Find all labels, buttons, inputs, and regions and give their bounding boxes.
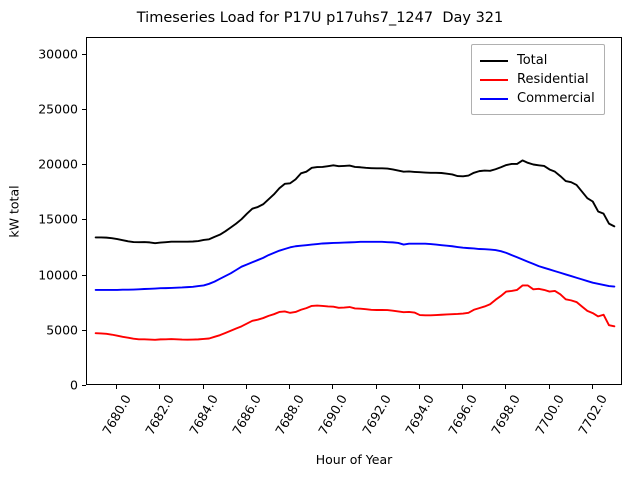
y-tick-mark (82, 219, 86, 221)
x-tick-label: 7686.0 (229, 392, 264, 438)
chart-title: Timeseries Load for P17U p17uhs7_1247 Da… (136, 10, 504, 26)
y-tick-mark (82, 385, 86, 386)
legend-item: Commercial (480, 89, 595, 108)
x-tick-mark (245, 385, 247, 389)
y-tick-mark (82, 53, 86, 55)
x-tick-mark (375, 385, 377, 389)
y-tick-label: 20000 (38, 156, 78, 172)
x-tick-mark (289, 385, 291, 389)
x-tick-mark (591, 385, 593, 389)
legend-item: Residential (480, 70, 595, 89)
chart-legend: Total Residential Commercial (471, 44, 605, 115)
x-tick-label: 7680.0 (99, 392, 135, 438)
legend-color-swatch (480, 97, 508, 100)
y-tick-label: 25000 (38, 101, 78, 117)
series-line-total (94, 159, 616, 245)
series-line-residential (94, 284, 616, 341)
x-tick-mark (505, 385, 507, 389)
x-axis-label: Hour of Year (315, 452, 393, 467)
legend-label: Residential (517, 72, 589, 87)
x-tick-label: 7694.0 (401, 392, 437, 438)
y-tick-label: 15000 (38, 211, 78, 227)
x-tick-mark (548, 385, 550, 389)
y-tick-label: 0 (70, 377, 78, 393)
y-tick-mark (82, 274, 86, 276)
x-tick-label: 7698.0 (488, 392, 524, 438)
legend-label: Commercial (517, 91, 595, 106)
y-axis: 0 5000 10000 15000 20000 25000 30000 (0, 37, 86, 393)
x-tick-mark (332, 385, 334, 389)
series-line-commercial (94, 240, 616, 291)
x-tick-mark (462, 385, 464, 389)
y-tick-mark (82, 329, 86, 331)
plot-lines (94, 159, 616, 341)
x-tick-mark (159, 385, 161, 389)
y-tick-label: 30000 (38, 46, 78, 62)
legend-item: Total (480, 51, 595, 70)
x-tick-label: 7682.0 (142, 392, 178, 438)
y-tick-label: 10000 (38, 267, 78, 283)
legend-color-swatch (480, 78, 508, 81)
x-tick-label: 7684.0 (185, 392, 221, 438)
legend-label: Total (517, 53, 548, 68)
x-tick-mark (116, 385, 118, 389)
y-tick-mark (82, 108, 86, 110)
legend-color-swatch (480, 59, 508, 62)
x-tick-mark (202, 385, 204, 389)
x-tick-label: 7700.0 (531, 392, 567, 438)
x-tick-label: 7688.0 (272, 392, 308, 438)
x-axis: 7680.0 7682.0 7684.0 7686.0 7688.0 7690.0 7692… (86, 385, 622, 480)
x-tick-label: 7692.0 (358, 392, 394, 438)
y-tick-mark (82, 164, 86, 166)
x-tick-label: 7696.0 (445, 392, 481, 438)
y-tick-label: 5000 (46, 322, 78, 338)
x-tick-label: 7690.0 (315, 392, 351, 438)
x-tick-mark (418, 385, 420, 389)
x-tick-label: 7702.0 (574, 392, 610, 438)
